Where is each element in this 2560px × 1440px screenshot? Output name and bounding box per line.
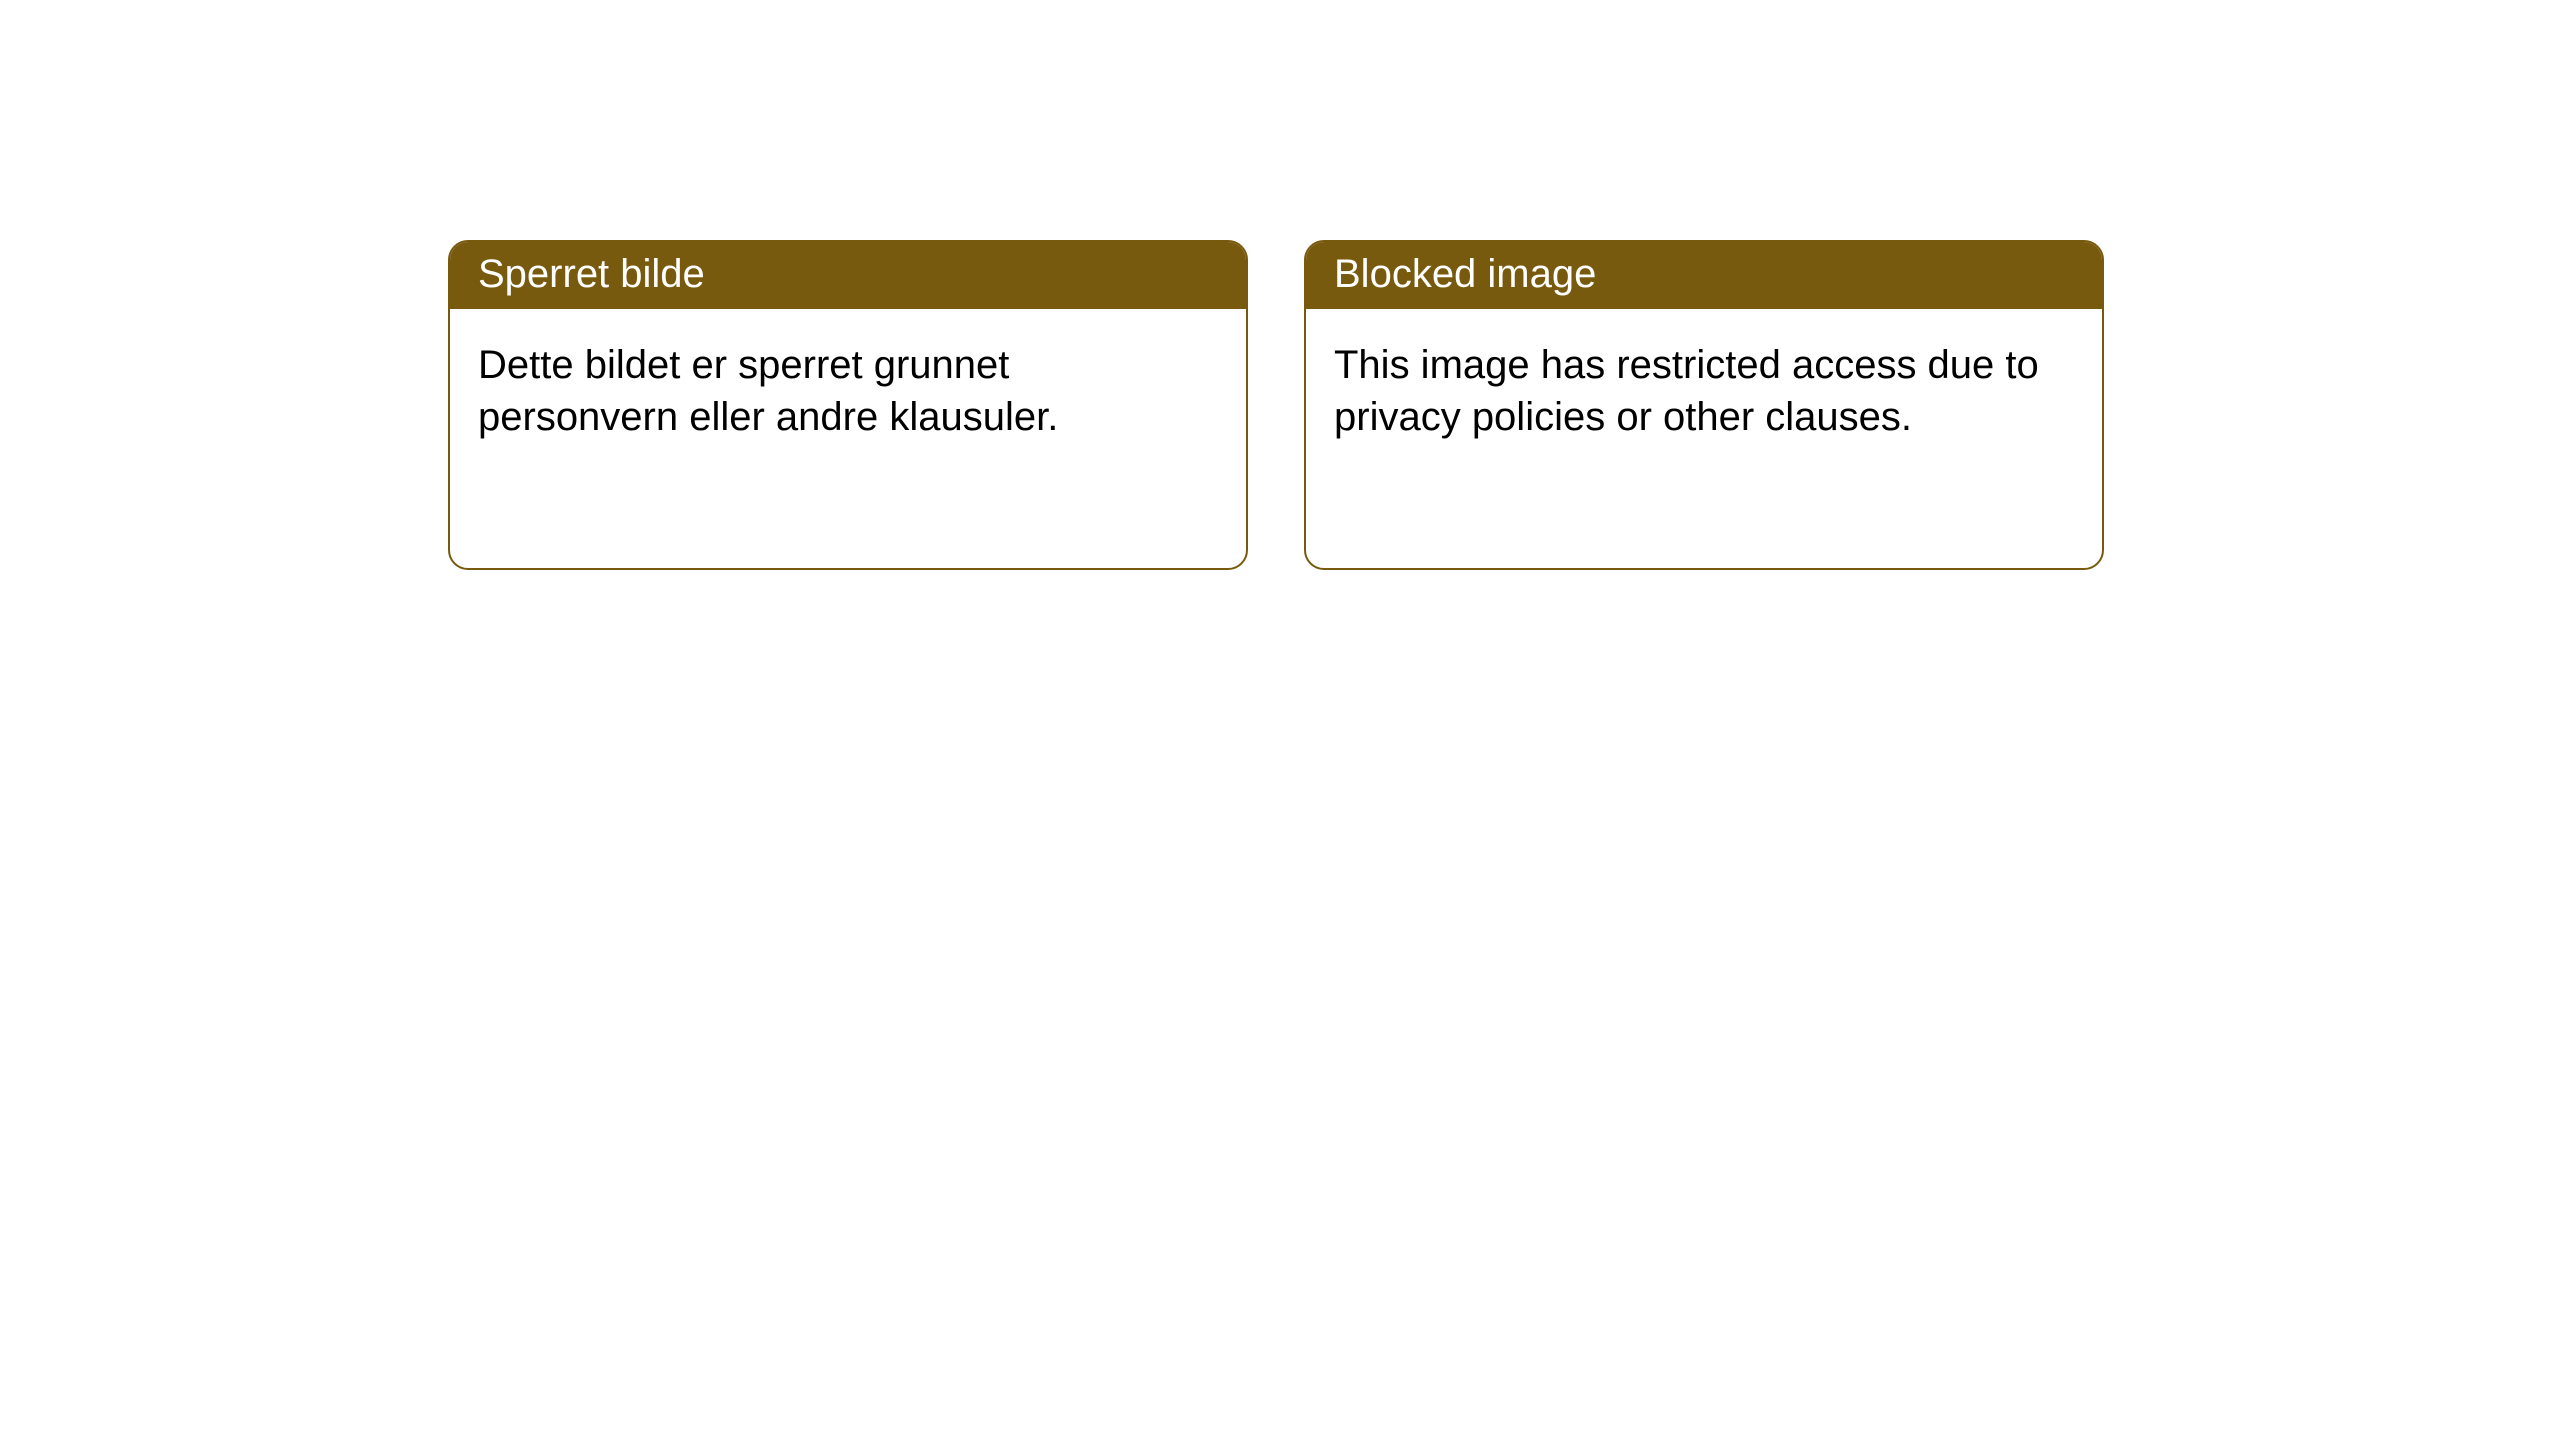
notice-message-norwegian: Dette bildet er sperret grunnet personve… xyxy=(450,309,1246,473)
notice-card-norwegian: Sperret bilde Dette bildet er sperret gr… xyxy=(448,240,1248,570)
notice-container: Sperret bilde Dette bildet er sperret gr… xyxy=(0,0,2560,570)
notice-message-english: This image has restricted access due to … xyxy=(1306,309,2102,473)
notice-card-english: Blocked image This image has restricted … xyxy=(1304,240,2104,570)
notice-title-english: Blocked image xyxy=(1306,242,2102,309)
notice-title-norwegian: Sperret bilde xyxy=(450,242,1246,309)
